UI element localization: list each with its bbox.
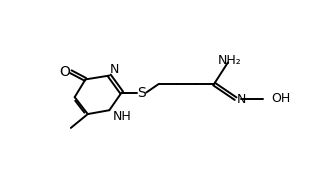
Text: OH: OH bbox=[271, 92, 290, 105]
Text: N: N bbox=[109, 63, 119, 76]
Text: S: S bbox=[137, 85, 146, 99]
Text: O: O bbox=[59, 65, 70, 79]
Text: NH: NH bbox=[112, 110, 131, 123]
Text: N: N bbox=[237, 93, 246, 106]
Text: NH₂: NH₂ bbox=[217, 54, 241, 67]
